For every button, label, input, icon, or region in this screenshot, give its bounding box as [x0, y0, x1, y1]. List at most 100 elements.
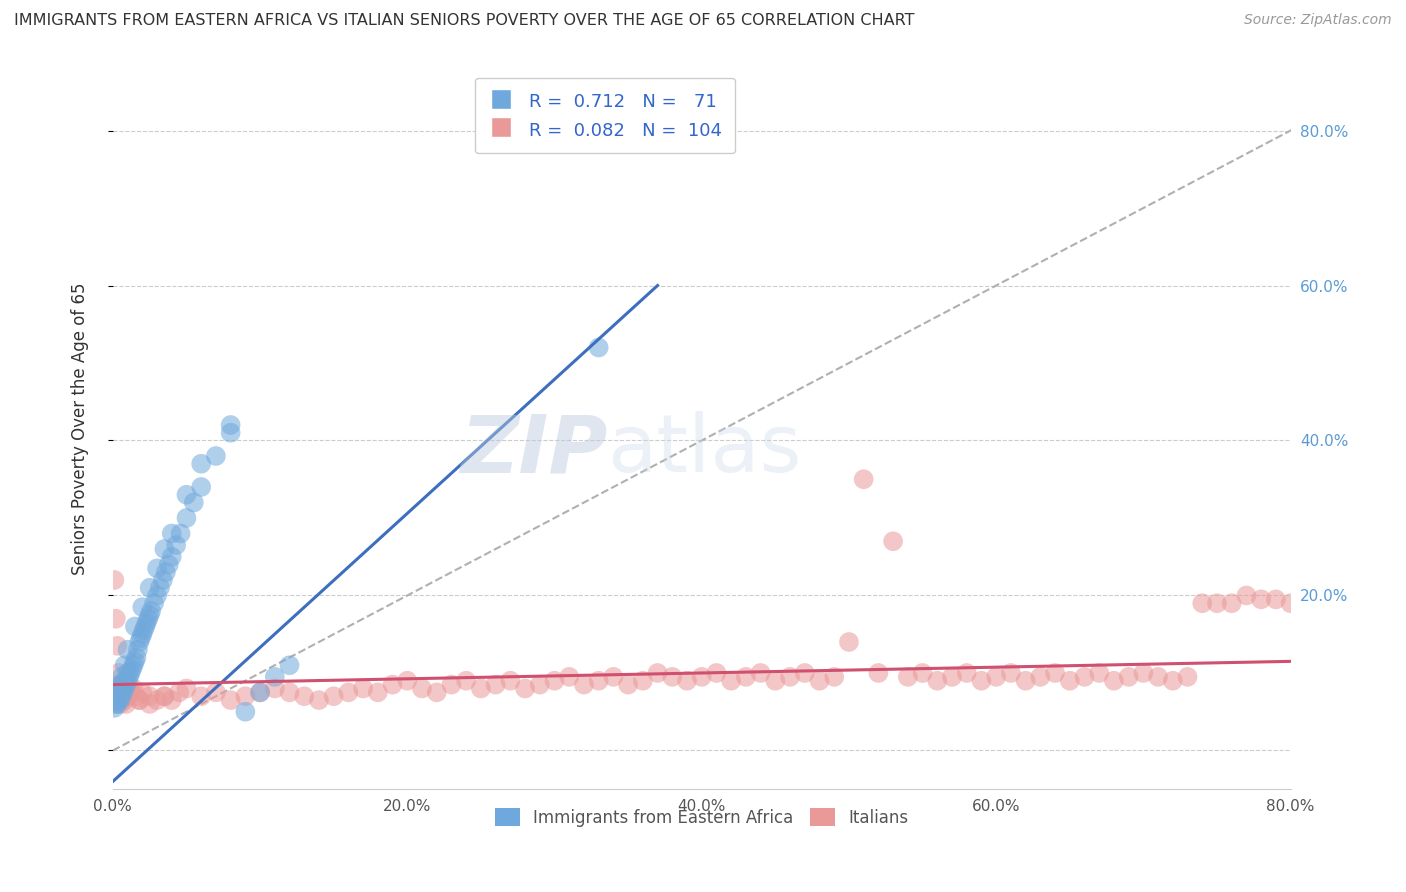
Point	[114, 693, 136, 707]
Point	[706, 665, 728, 680]
Point	[292, 690, 315, 704]
Point	[205, 449, 228, 463]
Point	[970, 673, 993, 688]
Point	[911, 665, 934, 680]
Point	[868, 665, 890, 680]
Point	[499, 673, 522, 688]
Point	[190, 480, 212, 494]
Text: ZIP: ZIP	[460, 411, 607, 490]
Point	[114, 673, 136, 688]
Point	[190, 690, 212, 704]
Point	[115, 677, 138, 691]
Point	[456, 673, 478, 688]
Point	[205, 685, 228, 699]
Point	[104, 612, 127, 626]
Point	[131, 600, 153, 615]
Point	[337, 685, 360, 699]
Point	[157, 558, 180, 572]
Point	[263, 681, 285, 696]
Point	[128, 693, 150, 707]
Point	[176, 511, 198, 525]
Point	[139, 604, 162, 618]
Point	[138, 607, 160, 622]
Point	[108, 685, 131, 699]
Point	[115, 697, 138, 711]
Point	[112, 685, 135, 699]
Point	[153, 541, 176, 556]
Point	[1279, 596, 1302, 610]
Point	[1220, 596, 1243, 610]
Point	[1088, 665, 1111, 680]
Point	[160, 549, 183, 564]
Point	[152, 573, 174, 587]
Point	[588, 673, 610, 688]
Point	[572, 677, 595, 691]
Point	[470, 681, 492, 696]
Point	[1118, 670, 1140, 684]
Point	[278, 658, 301, 673]
Point	[558, 670, 581, 684]
Point	[647, 665, 669, 680]
Point	[121, 662, 143, 676]
Point	[104, 697, 127, 711]
Point	[153, 690, 176, 704]
Point	[1191, 596, 1213, 610]
Point	[124, 619, 146, 633]
Point	[111, 681, 134, 696]
Point	[823, 670, 845, 684]
Point	[138, 581, 160, 595]
Point	[105, 690, 128, 704]
Point	[278, 685, 301, 699]
Point	[138, 690, 160, 704]
Point	[117, 642, 139, 657]
Point	[176, 488, 198, 502]
Point	[105, 639, 128, 653]
Point	[167, 685, 190, 699]
Point	[1043, 665, 1066, 680]
Point	[169, 526, 191, 541]
Legend: Immigrants from Eastern Africa, Italians: Immigrants from Eastern Africa, Italians	[486, 800, 917, 835]
Point	[138, 697, 160, 711]
Point	[190, 457, 212, 471]
Point	[112, 677, 135, 691]
Point	[160, 526, 183, 541]
Point	[155, 566, 177, 580]
Point	[956, 665, 979, 680]
Point	[146, 561, 169, 575]
Point	[165, 538, 187, 552]
Point	[128, 635, 150, 649]
Point	[117, 690, 139, 704]
Point	[128, 693, 150, 707]
Point	[136, 612, 159, 626]
Point	[132, 624, 155, 638]
Point	[235, 705, 257, 719]
Point	[219, 693, 242, 707]
Point	[107, 665, 129, 680]
Point	[122, 658, 145, 673]
Point	[1073, 670, 1095, 684]
Point	[1102, 673, 1125, 688]
Point	[104, 685, 127, 699]
Point	[1161, 673, 1184, 688]
Point	[124, 654, 146, 668]
Point	[1264, 592, 1286, 607]
Point	[105, 693, 128, 707]
Point	[143, 596, 166, 610]
Y-axis label: Seniors Poverty Over the Age of 65: Seniors Poverty Over the Age of 65	[72, 283, 89, 575]
Point	[146, 589, 169, 603]
Point	[440, 677, 463, 691]
Point	[108, 697, 131, 711]
Point	[149, 581, 172, 595]
Point	[105, 681, 128, 696]
Point	[103, 573, 125, 587]
Point	[107, 681, 129, 696]
Point	[485, 677, 508, 691]
Point	[107, 685, 129, 699]
Point	[367, 685, 389, 699]
Point	[927, 673, 949, 688]
Point	[882, 534, 904, 549]
Point	[763, 673, 786, 688]
Point	[529, 677, 551, 691]
Point	[108, 677, 131, 691]
Point	[1147, 670, 1170, 684]
